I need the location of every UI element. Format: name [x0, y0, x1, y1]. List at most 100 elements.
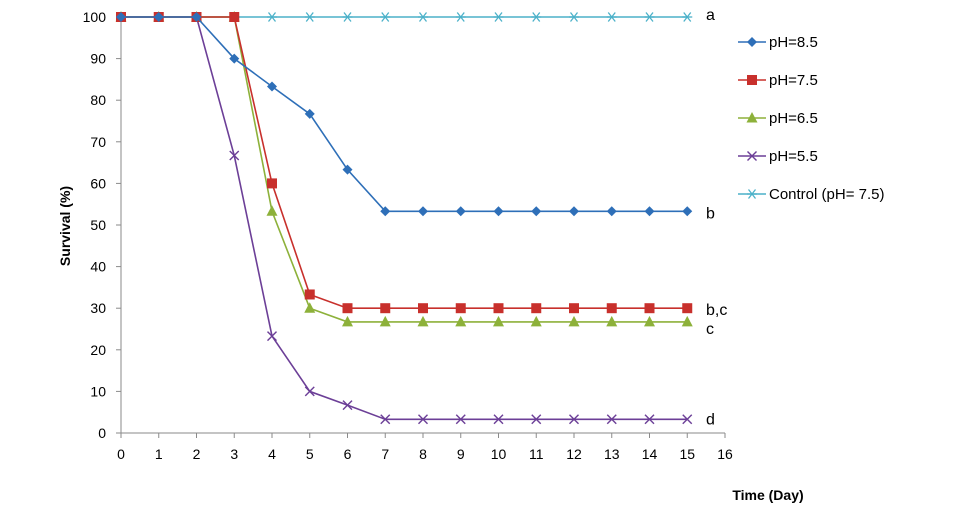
square-marker — [493, 303, 504, 314]
y-tick-label: 40 — [90, 259, 106, 275]
x-marker-stroke — [606, 414, 617, 425]
x-tick-label: 10 — [491, 446, 507, 462]
x-tick-label: 11 — [529, 446, 544, 462]
data-point-control-ph-7-5 — [304, 12, 315, 22]
data-point-ph-6-5 — [644, 315, 655, 327]
diamond-marker — [116, 12, 126, 22]
y-tick-label: 30 — [90, 300, 106, 316]
data-point-ph-5-5 — [418, 414, 428, 425]
legend-marker — [746, 112, 758, 123]
data-point-ph-6-5 — [304, 302, 316, 313]
legend-label: pH=5.5 — [769, 148, 818, 165]
data-point-ph-5-5 — [380, 414, 391, 425]
annotation-label: b,c — [706, 302, 727, 319]
triangle-marker — [304, 302, 316, 313]
series-ph-6-5 — [115, 11, 693, 327]
data-point-ph-5-5 — [342, 400, 353, 411]
series-ph-7-5 — [116, 12, 693, 314]
square-marker — [304, 289, 315, 300]
x-axis-title: Time (Day) — [732, 487, 803, 503]
x-marker-stroke — [267, 331, 277, 342]
y-tick-label: 50 — [90, 217, 106, 233]
data-point-ph-8-5 — [342, 164, 353, 175]
star-marker-stroke — [607, 12, 616, 22]
square-marker — [342, 303, 353, 314]
square-marker — [531, 303, 542, 314]
data-point-control-ph-7-5 — [531, 12, 542, 22]
star-marker-stroke — [381, 12, 390, 22]
star-marker-stroke — [645, 12, 654, 22]
data-point-ph-8-5 — [116, 12, 126, 22]
triangle-marker — [342, 315, 353, 327]
data-point-ph-6-5 — [342, 315, 353, 327]
data-point-ph-7-5 — [342, 303, 353, 314]
y-tick-label: 20 — [90, 342, 106, 358]
square-marker — [682, 303, 693, 314]
square-marker — [380, 303, 391, 314]
data-point-control-ph-7-5 — [644, 12, 655, 22]
legend-item-ph-7-5: pH=7.5 — [738, 72, 818, 89]
x-marker-stroke — [569, 414, 579, 425]
x-marker-stroke — [493, 414, 504, 425]
diamond-marker — [493, 206, 504, 217]
triangle-marker — [681, 315, 693, 327]
data-point-ph-8-5 — [380, 206, 391, 217]
triangle-marker — [568, 315, 580, 327]
data-point-ph-5-5 — [304, 386, 315, 397]
data-point-ph-8-5 — [493, 206, 504, 217]
legend-marker — [747, 37, 757, 47]
data-point-ph-7-5 — [418, 303, 428, 314]
data-point-ph-5-5 — [493, 414, 504, 425]
x-tick-label: 4 — [268, 446, 276, 462]
triangle-marker — [644, 315, 655, 327]
x-tick-label: 5 — [306, 446, 314, 462]
data-point-control-ph-7-5 — [493, 12, 504, 22]
star-marker-stroke — [494, 12, 503, 22]
data-point-ph-7-5 — [569, 303, 579, 314]
data-point-ph-8-5 — [455, 206, 466, 217]
square-marker — [569, 303, 579, 314]
x-marker-stroke — [342, 400, 353, 411]
data-point-ph-8-5 — [267, 81, 277, 92]
triangle-marker — [530, 315, 542, 327]
data-point-ph-7-5 — [380, 303, 391, 314]
annotation-label: c — [706, 321, 714, 338]
y-tick-label: 90 — [90, 51, 106, 67]
data-point-ph-7-5 — [493, 303, 504, 314]
x-marker-stroke — [455, 414, 466, 425]
significance-annotations: a b b,c c d — [706, 7, 727, 428]
data-point-ph-5-5 — [644, 414, 655, 425]
series-line-ph-8-5 — [121, 16, 688, 213]
x-marker-stroke — [644, 414, 655, 425]
x-tick-label: 9 — [457, 446, 465, 462]
diamond-marker — [380, 206, 391, 217]
legend-item-control-ph-7-5: Control (pH= 7.5) — [738, 186, 884, 203]
data-point-ph-6-5 — [455, 315, 467, 327]
x-tick-label: 1 — [155, 446, 163, 462]
triangle-marker — [455, 315, 467, 327]
data-point-ph-7-5 — [229, 12, 240, 22]
diamond-marker — [455, 206, 466, 217]
data-point-ph-8-5 — [418, 206, 428, 217]
x-tick-label: 3 — [230, 446, 238, 462]
data-point-ph-7-5 — [304, 289, 315, 300]
x-tick-label: 13 — [604, 446, 620, 462]
diamond-marker — [191, 12, 202, 22]
data-point-ph-5-5 — [455, 414, 466, 425]
diamond-marker — [747, 37, 757, 47]
series-lines — [115, 11, 693, 425]
series-ph-5-5 — [116, 12, 693, 425]
data-point-ph-7-5 — [682, 303, 693, 314]
legend-item-ph-5-5: pH=5.5 — [738, 148, 818, 165]
y-tick-label: 60 — [90, 175, 106, 191]
data-point-control-ph-7-5 — [682, 12, 693, 22]
data-point-ph-8-5 — [531, 206, 542, 217]
data-point-ph-6-5 — [568, 315, 580, 327]
legend-item-ph-8-5: pH=8.5 — [738, 34, 818, 51]
x-marker-stroke — [418, 414, 428, 425]
triangle-marker — [379, 315, 391, 327]
x-tick-label: 14 — [642, 446, 658, 462]
legend-label: pH=6.5 — [769, 110, 818, 127]
legend-marker — [747, 75, 757, 85]
